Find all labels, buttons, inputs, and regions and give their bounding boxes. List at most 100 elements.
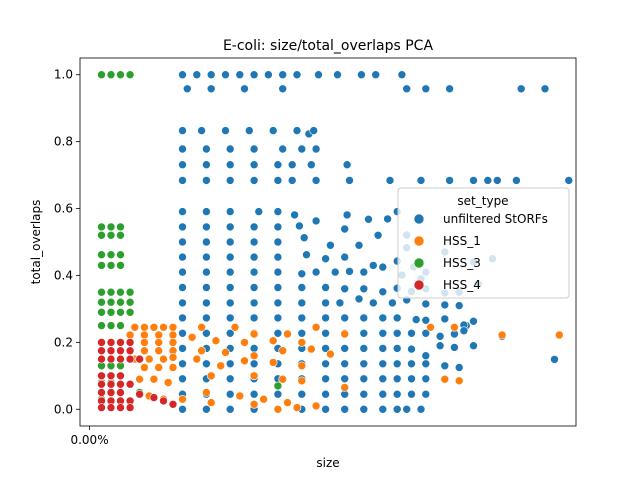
data-point xyxy=(168,363,178,372)
data-point xyxy=(268,358,278,367)
data-point xyxy=(340,313,350,323)
data-point xyxy=(106,70,116,79)
data-point xyxy=(125,330,135,340)
data-point xyxy=(192,70,202,79)
data-point xyxy=(435,331,445,341)
data-point xyxy=(97,346,106,356)
data-point xyxy=(321,404,330,414)
legend-label: HSS_1 xyxy=(443,234,481,248)
data-point xyxy=(278,84,288,94)
data-point xyxy=(373,231,383,240)
data-point xyxy=(154,338,163,347)
data-point xyxy=(97,297,106,307)
data-point xyxy=(421,84,431,94)
data-point xyxy=(497,330,507,340)
data-point xyxy=(225,207,235,216)
data-point xyxy=(378,328,388,338)
data-point xyxy=(106,250,116,259)
data-point xyxy=(326,349,335,359)
data-point xyxy=(311,401,321,411)
data-point xyxy=(178,237,187,247)
data-point xyxy=(225,374,235,384)
data-point xyxy=(197,126,206,135)
x-axis-label: size xyxy=(316,456,339,470)
data-point xyxy=(206,70,216,79)
series-3 xyxy=(97,338,178,412)
data-point xyxy=(97,388,106,397)
data-point xyxy=(135,389,144,399)
data-point xyxy=(163,378,173,387)
data-point xyxy=(292,403,302,412)
data-point xyxy=(144,354,154,364)
data-point xyxy=(359,328,369,338)
data-point xyxy=(225,160,235,169)
data-point xyxy=(225,298,235,308)
data-point xyxy=(321,313,330,323)
data-point xyxy=(106,354,116,364)
data-point xyxy=(178,222,187,232)
data-point xyxy=(202,328,211,338)
data-point xyxy=(178,252,187,262)
data-point xyxy=(154,346,163,356)
data-point xyxy=(469,176,478,185)
data-point xyxy=(378,359,388,369)
data-point xyxy=(221,348,230,357)
data-point xyxy=(306,160,316,169)
data-point xyxy=(321,298,330,308)
data-point xyxy=(321,344,330,353)
data-point xyxy=(333,70,342,79)
data-point xyxy=(159,354,168,364)
data-point xyxy=(116,346,125,356)
data-point xyxy=(140,346,149,356)
data-point xyxy=(421,351,431,361)
data-point xyxy=(97,307,106,317)
data-point xyxy=(249,267,259,277)
data-point xyxy=(292,70,302,79)
data-point xyxy=(273,404,283,414)
data-point xyxy=(364,215,373,224)
data-point xyxy=(245,126,254,135)
data-point xyxy=(249,344,259,353)
data-point xyxy=(202,176,211,185)
data-point xyxy=(392,389,402,399)
data-point xyxy=(550,355,559,364)
data-point xyxy=(273,176,283,185)
data-point xyxy=(116,338,125,347)
data-point xyxy=(297,298,307,308)
data-point xyxy=(149,322,159,332)
data-point xyxy=(540,84,550,94)
data-point xyxy=(202,252,211,262)
data-point xyxy=(116,403,125,412)
data-point xyxy=(225,313,235,323)
data-point xyxy=(125,287,135,297)
y-tick-label: 0.6 xyxy=(54,202,73,216)
data-point xyxy=(125,346,135,356)
data-point xyxy=(407,344,416,354)
data-point xyxy=(116,321,125,330)
data-point xyxy=(445,176,454,185)
data-point xyxy=(202,207,211,216)
data-point xyxy=(359,344,369,353)
data-point xyxy=(421,359,431,369)
data-point xyxy=(378,262,388,272)
data-point xyxy=(321,283,330,292)
data-point xyxy=(221,70,230,79)
legend-marker xyxy=(413,235,425,247)
data-point xyxy=(297,313,307,323)
data-point xyxy=(402,404,412,414)
data-point xyxy=(268,126,278,135)
legend-marker xyxy=(413,257,425,269)
data-point xyxy=(273,328,283,338)
y-tick-label: 0.2 xyxy=(54,335,73,349)
data-point xyxy=(225,237,235,247)
data-point xyxy=(140,330,149,340)
data-point xyxy=(309,126,319,135)
data-point xyxy=(249,237,259,247)
data-point xyxy=(340,359,350,369)
data-point xyxy=(397,70,407,79)
data-point xyxy=(268,336,278,346)
ticks-layer: 0.0 0.2 0.4 0.6 0.8 1.0 0.00% xyxy=(54,68,109,447)
data-point xyxy=(273,389,283,399)
data-point xyxy=(311,322,321,332)
